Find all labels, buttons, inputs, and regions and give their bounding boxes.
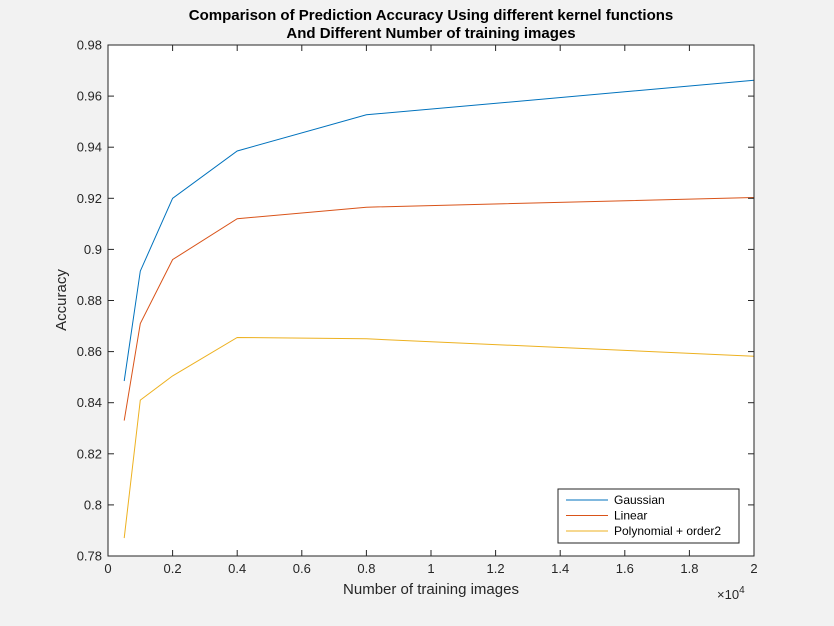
chart-title: Comparison of Prediction Accuracy Using … bbox=[189, 7, 674, 42]
ticks-layer: 0 0.2 0.4 0.6 0.8 1 1.2 1.4 1.6 1.8 2 0.78 0.8 0.82 0.… bbox=[77, 38, 758, 577]
y-tick-label: 0.8 bbox=[84, 497, 102, 512]
x-tick-label: 0 bbox=[104, 561, 111, 576]
legend-entry: Polynomial + order2 bbox=[614, 524, 721, 538]
legend-entry: Linear bbox=[614, 509, 647, 523]
y-tick-label: 0.88 bbox=[77, 293, 102, 308]
y-tick-label: 0.86 bbox=[77, 344, 102, 359]
series-line-gaussian bbox=[123, 79, 755, 382]
x-tick-label: 1.4 bbox=[551, 561, 569, 576]
series-line-linear bbox=[123, 197, 755, 421]
x-tick-label: 1 bbox=[427, 561, 434, 576]
x-axis-multiplier: ×104 bbox=[717, 585, 745, 602]
y-tick-label: 0.84 bbox=[77, 395, 102, 410]
x-axis-multiplier-exponent: 4 bbox=[739, 585, 745, 596]
y-axis-label: Accuracy bbox=[53, 269, 70, 331]
y-tick-label: 0.98 bbox=[77, 38, 102, 53]
y-tick-label: 0.9 bbox=[84, 242, 102, 257]
x-axis-label: Number of training images bbox=[343, 581, 519, 598]
x-tick-label: 2 bbox=[750, 561, 757, 576]
x-tick-label: 0.6 bbox=[293, 561, 311, 576]
series-layer bbox=[123, 79, 755, 539]
x-tick-label: 1.6 bbox=[616, 561, 634, 576]
x-tick-label: 0.4 bbox=[228, 561, 246, 576]
x-axis-multiplier-base: ×10 bbox=[717, 587, 739, 602]
y-tick-label: 0.82 bbox=[77, 446, 102, 461]
series-line-polynomial-order2 bbox=[123, 336, 755, 539]
y-tick-label: 0.78 bbox=[77, 549, 102, 564]
x-tick-label: 1.2 bbox=[487, 561, 505, 576]
y-tick-label: 0.94 bbox=[77, 140, 102, 155]
chart-title-line-1: Comparison of Prediction Accuracy Using … bbox=[189, 7, 674, 24]
y-tick-label: 0.96 bbox=[77, 89, 102, 104]
plot-area bbox=[108, 45, 754, 556]
chart-title-line-2: And Different Number of training images bbox=[286, 25, 575, 42]
legend-entry: Gaussian bbox=[614, 493, 665, 507]
y-tick-label: 0.92 bbox=[77, 191, 102, 206]
x-tick-label: 0.2 bbox=[164, 561, 182, 576]
x-tick-label: 0.8 bbox=[357, 561, 375, 576]
x-tick-label: 1.8 bbox=[680, 561, 698, 576]
